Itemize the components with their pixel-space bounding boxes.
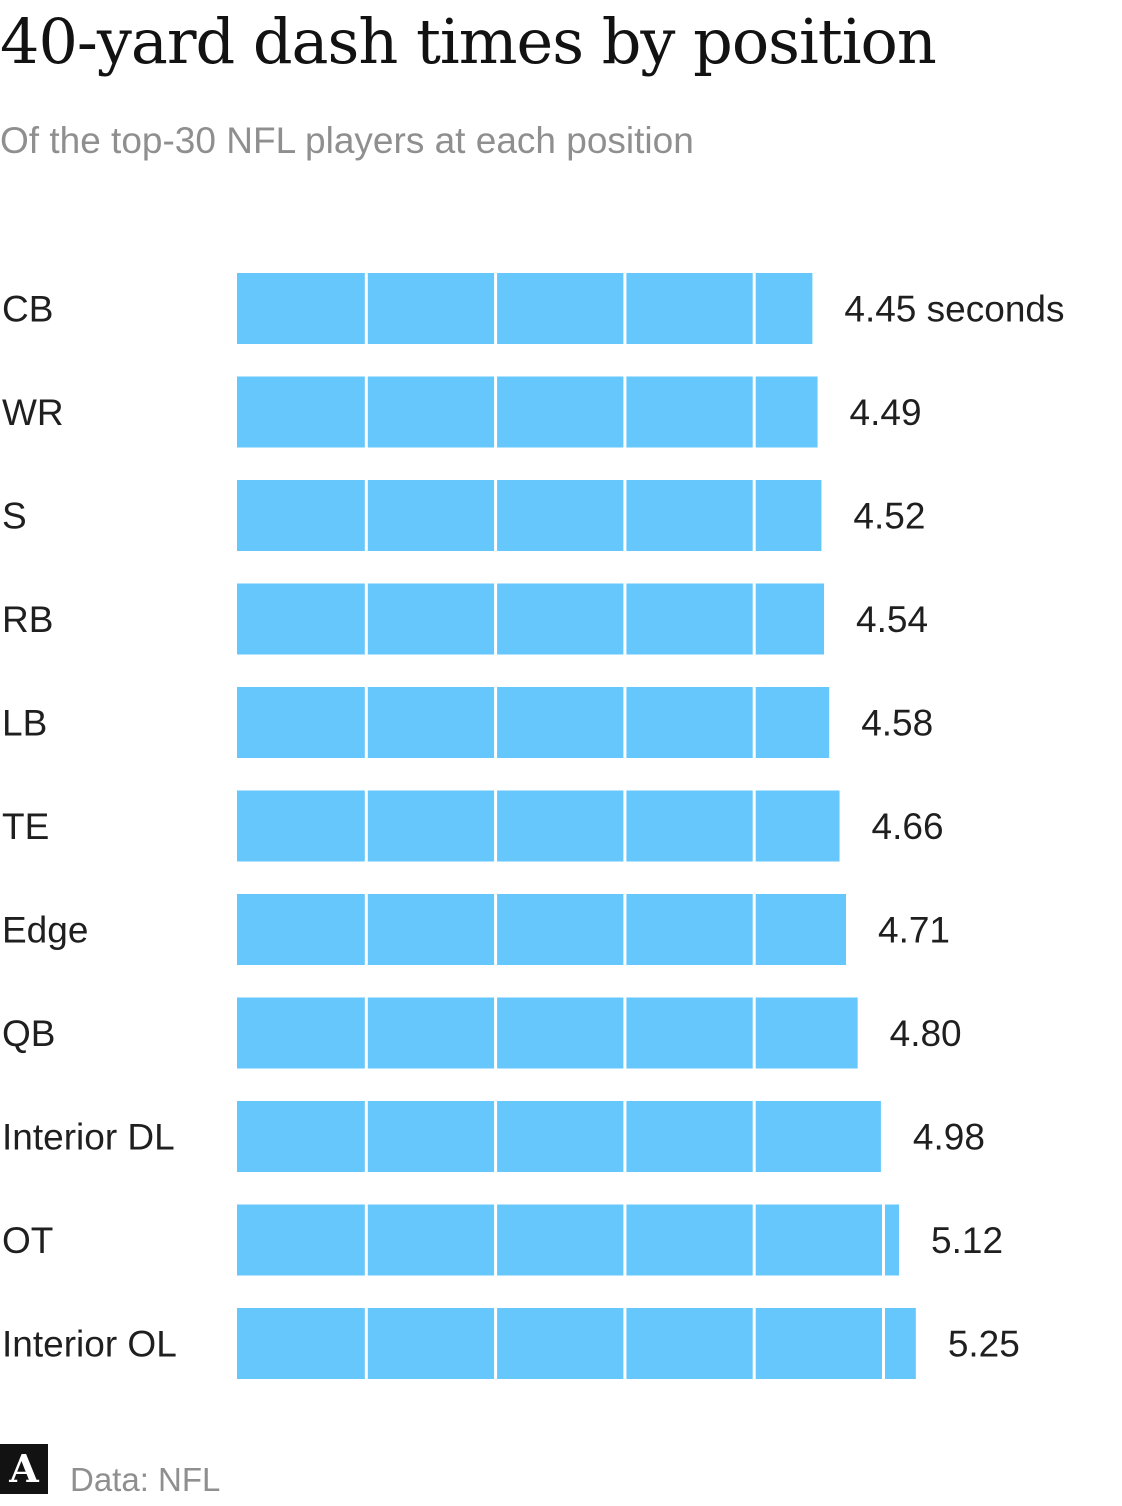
category-label: RB	[2, 599, 53, 640]
value-label: 5.25	[948, 1324, 1020, 1365]
bar	[237, 687, 830, 758]
bar-row: Interior OL 5.25	[2, 1308, 1020, 1379]
bar	[237, 1308, 916, 1379]
category-label: LB	[2, 703, 47, 744]
bar-row: Edge 4.71	[2, 894, 950, 965]
bar	[237, 790, 840, 862]
category-label: S	[2, 496, 27, 537]
value-label: 4.52	[853, 496, 925, 537]
data-source: Data: NFL	[70, 1461, 221, 1498]
category-label: Interior OL	[2, 1324, 177, 1365]
footer: A Data: NFL	[0, 1444, 400, 1500]
category-label: OT	[2, 1220, 53, 1261]
chart-title: 40-yard dash times by position	[0, 5, 937, 78]
bar	[237, 480, 822, 551]
bar-row: S 4.52	[2, 480, 925, 551]
bar	[237, 376, 818, 448]
bar	[237, 997, 858, 1069]
bar-row: OT 5.12	[2, 1204, 1003, 1276]
bar-row: QB 4.80	[2, 997, 962, 1069]
bar-row: CB 4.45 seconds	[2, 273, 1064, 344]
bar	[237, 894, 847, 965]
value-label: 4.49	[850, 392, 922, 433]
bar	[237, 1101, 881, 1172]
value-label: 4.45 seconds	[844, 289, 1064, 330]
bar	[237, 583, 825, 655]
bar-row: WR 4.49	[2, 376, 922, 448]
value-label: 4.80	[890, 1013, 962, 1054]
value-label: 4.58	[861, 703, 933, 744]
category-label: TE	[2, 806, 49, 847]
category-label: WR	[2, 392, 64, 433]
category-label: Interior DL	[2, 1117, 175, 1158]
bar-row: RB 4.54	[2, 583, 928, 655]
value-label: 4.66	[872, 806, 944, 847]
category-label: CB	[2, 289, 53, 330]
bar	[237, 1204, 900, 1276]
category-label: Edge	[2, 910, 88, 951]
bar-row: LB 4.58	[2, 687, 933, 758]
value-label: 4.98	[913, 1117, 985, 1158]
category-label: QB	[2, 1013, 55, 1054]
value-label: 4.71	[878, 910, 950, 951]
value-label: 5.12	[931, 1220, 1003, 1261]
chart-subtitle: Of the top-30 NFL players at each positi…	[0, 120, 694, 161]
bar-row: Interior DL 4.98	[2, 1101, 985, 1172]
value-label: 4.54	[856, 599, 928, 640]
bar	[237, 273, 813, 344]
bar-chart: CB 4.45 seconds WR 4.49 S 4.52 RB 4.54 LB 4.58 TE 4…	[2, 273, 1064, 1379]
publisher-logo-icon: A	[0, 1444, 48, 1494]
bar-row: TE 4.66	[2, 790, 944, 862]
